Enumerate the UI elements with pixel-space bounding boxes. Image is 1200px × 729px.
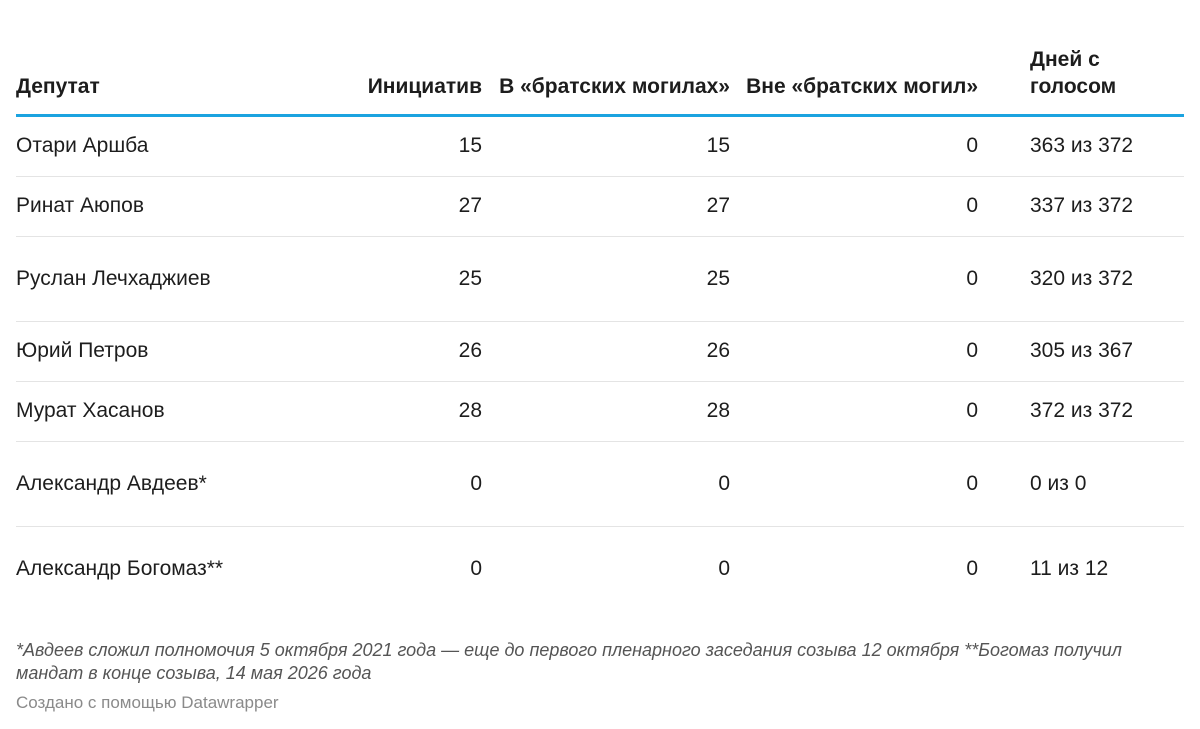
cell-in-mass-graves: 27 [482, 176, 730, 237]
cell-voting-days: 372 из 372 [978, 381, 1184, 442]
cell-in-mass-graves: 26 [482, 321, 730, 382]
cell-outside-mass-graves: 0 [730, 321, 978, 382]
cell-in-mass-graves: 0 [482, 441, 730, 527]
cell-deputy: Ринат Аюпов [16, 176, 306, 237]
column-header-voting-days[interactable]: Дней с голосом [978, 0, 1184, 117]
cell-initiatives: 0 [470, 556, 482, 580]
table-row: Александр Авдеев* 0 0 0 0 из 0 [16, 441, 1184, 527]
table-row: Руслан Лечхаджиев 25 25 0 320 из 372 [16, 236, 1184, 322]
cell-in-mass-graves: 0 [718, 556, 730, 580]
column-header-deputy[interactable]: Депутат [16, 0, 306, 117]
cell-outside-mass-graves: 0 [966, 556, 978, 580]
table-row: Юрий Петров 26 26 0 305 из 367 [16, 321, 1184, 382]
cell-deputy: Отари Аршба [16, 115, 306, 177]
cell-outside-mass-graves: 0 [730, 381, 978, 442]
cell-deputy: Юрий Петров [16, 321, 306, 382]
cell-in-mass-graves: 15 [482, 115, 730, 177]
table-container: Депутат Инициатив В «братских могилах» В… [16, 0, 1184, 611]
cell-initiatives: 27 [306, 176, 482, 237]
cell-voting-days: 0 из 0 [978, 441, 1184, 527]
table-row: Ринат Аюпов 27 27 0 337 из 372 [16, 176, 1184, 237]
cell-deputy: Мурат Хасанов [16, 381, 306, 442]
table-row: Мурат Хасанов 28 28 0 372 из 372 [16, 381, 1184, 442]
cell-deputy: Руслан Лечхаджиев [16, 236, 306, 322]
table-header-row: Депутат Инициатив В «братских могилах» В… [16, 0, 1184, 117]
table-row: Александр Богомаз** 0 0 0 11 из 12 [16, 526, 1184, 611]
deputies-table: Депутат Инициатив В «братских могилах» В… [16, 0, 1184, 611]
datawrapper-credit[interactable]: Создано с помощью Datawrapper [16, 693, 279, 712]
column-header-initiatives[interactable]: Инициатив [306, 0, 482, 117]
column-header-outside-mass-graves[interactable]: Вне «братских могил» [730, 0, 978, 117]
cell-deputy: Александр Богомаз** [16, 556, 224, 580]
cell-outside-mass-graves: 0 [730, 115, 978, 177]
cell-in-mass-graves: 25 [482, 236, 730, 322]
cell-voting-days: 305 из 367 [978, 321, 1184, 382]
cell-outside-mass-graves: 0 [730, 441, 978, 527]
cell-outside-mass-graves: 0 [730, 236, 978, 322]
cell-in-mass-graves: 28 [482, 381, 730, 442]
table-row: Отари Аршба 15 15 0 363 из 372 [16, 115, 1184, 177]
cell-initiatives: 25 [306, 236, 482, 322]
cell-initiatives: 0 [306, 441, 482, 527]
cell-initiatives: 28 [306, 381, 482, 442]
cell-voting-days: 363 из 372 [978, 115, 1184, 177]
cell-voting-days: 11 из 12 [1030, 556, 1109, 580]
cell-outside-mass-graves: 0 [730, 176, 978, 237]
column-header-in-mass-graves[interactable]: В «братских могилах» [482, 0, 730, 117]
table-footnote: *Авдеев сложил полномочия 5 октября 2021… [16, 640, 1122, 683]
cell-voting-days: 320 из 372 [978, 236, 1184, 322]
cell-initiatives: 26 [306, 321, 482, 382]
cell-voting-days: 337 из 372 [978, 176, 1184, 237]
cell-deputy: Александр Авдеев* [16, 441, 306, 527]
cell-initiatives: 15 [306, 115, 482, 177]
